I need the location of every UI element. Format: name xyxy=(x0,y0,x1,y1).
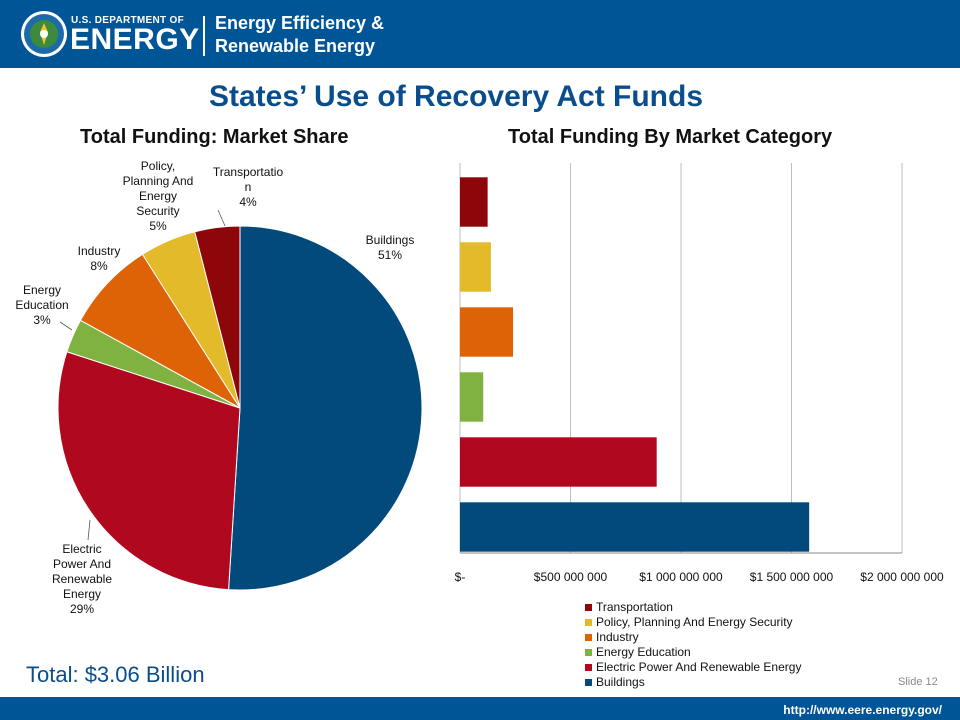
pie-label-electric-power-and-renewable-energy: Electric Power And Renewable Energy 29% xyxy=(52,542,112,616)
header-bar: U.S. DEPARTMENT OF ENERGY Energy Efficie… xyxy=(0,0,960,68)
bar-energy-education xyxy=(460,372,484,422)
department-label: U.S. DEPARTMENT OF xyxy=(71,15,184,26)
logo-divider xyxy=(203,16,205,56)
slide-number: Slide 12 xyxy=(898,676,938,688)
site-url[interactable]: http://www.eere.energy.gov/ xyxy=(783,703,942,717)
bar-chart-legend: Transportation Policy, Planning And Ener… xyxy=(585,600,801,690)
legend-label: Buildings xyxy=(596,675,645,689)
legend-swatch xyxy=(585,664,592,671)
legend-item-transportation: Transportation xyxy=(585,600,801,615)
legend-swatch xyxy=(585,619,592,626)
legend-item-education: Energy Education xyxy=(585,645,801,660)
legend-label: Electric Power And Renewable Energy xyxy=(596,660,802,674)
pie-slice-transportation xyxy=(194,225,241,409)
x-tick-label: $500 000 000 xyxy=(534,570,608,584)
department-name: ENERGY xyxy=(70,23,200,56)
legend-item-electric: Electric Power And Renewable Energy xyxy=(585,660,801,675)
legend-swatch xyxy=(585,604,592,611)
pie-label-transportation: Transportatio n 4% xyxy=(213,165,284,209)
legend-swatch xyxy=(585,679,592,686)
x-tick-label: $2 000 000 000 xyxy=(860,570,944,584)
slide-title: States’ Use of Recovery Act Funds xyxy=(208,80,704,113)
pie-label-energy-education: Energy Education 3% xyxy=(15,283,68,327)
bar-buildings xyxy=(460,502,810,552)
pie-slice-electric-power-and-renewable-energy xyxy=(57,351,241,591)
x-tick-label: $1 500 000 000 xyxy=(750,570,834,584)
pie-leader-education xyxy=(59,321,73,331)
legend-label: Industry xyxy=(596,630,639,644)
x-tick-label: $1 000 000 000 xyxy=(639,570,723,584)
legend-swatch xyxy=(585,634,592,641)
legend-item-industry: Industry xyxy=(585,630,801,645)
bar-industry xyxy=(460,307,514,357)
pie-label-industry: Industry 8% xyxy=(78,244,121,273)
legend-label: Transportation xyxy=(596,600,673,614)
pie-slice-buildings xyxy=(228,225,423,591)
legend-swatch xyxy=(585,649,592,656)
pie-label-buildings: Buildings 51% xyxy=(366,233,415,262)
doe-seal-icon xyxy=(21,11,67,57)
pie-leader-transportation xyxy=(217,209,226,227)
legend-label: Policy, Planning And Energy Security xyxy=(596,615,793,629)
legend-item-policy: Policy, Planning And Energy Security xyxy=(585,615,801,630)
total-funding: Total: $3.06 Billion xyxy=(26,662,205,687)
x-tick-label: $- xyxy=(455,570,466,584)
bar-transportation xyxy=(460,177,488,227)
bar-policy-planning-and-energy-security xyxy=(460,242,491,292)
office-name-line2: Renewable Energy xyxy=(215,36,376,56)
pie-chart-title: Total Funding: Market Share xyxy=(80,126,349,148)
legend-item-buildings: Buildings xyxy=(585,675,801,690)
footer-bar xyxy=(0,697,960,720)
pie-label-policy-planning-and-energy-security: Policy, Planning And Energy Security 5% xyxy=(123,159,194,233)
legend-label: Energy Education xyxy=(596,645,691,659)
pie-slice-industry xyxy=(79,253,241,409)
bar-electric-power-and-renewable-energy xyxy=(460,437,657,487)
pie-leader-electric xyxy=(87,519,91,541)
office-name-line1: Energy Efficiency & xyxy=(215,13,385,33)
bar-chart-title: Total Funding By Market Category xyxy=(508,126,833,148)
